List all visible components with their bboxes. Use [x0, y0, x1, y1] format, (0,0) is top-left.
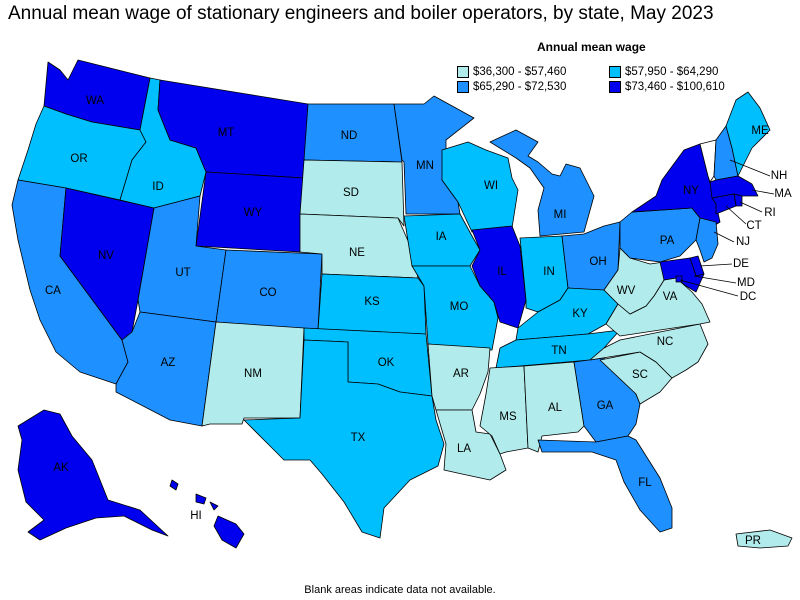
state-label-ct: CT	[746, 220, 761, 232]
state-label-ks: KS	[364, 296, 380, 308]
state-tx	[243, 339, 445, 539]
leader-line-ct	[725, 205, 747, 225]
state-label-ca: CA	[45, 285, 61, 297]
state-label-in: IN	[543, 266, 555, 278]
state-label-me: ME	[751, 125, 769, 137]
leader-line-ma	[751, 189, 775, 195]
state-me	[725, 91, 771, 177]
state-vt	[699, 139, 717, 183]
state-nm	[201, 321, 305, 427]
leader-line-md	[693, 275, 737, 284]
state-label-nj: NJ	[736, 236, 750, 248]
state-label-nh: NH	[771, 170, 788, 182]
state-label-al: AL	[548, 402, 563, 414]
state-label-wi: WI	[484, 180, 498, 192]
state-label-id: ID	[152, 181, 164, 193]
state-label-va: VA	[663, 291, 678, 303]
state-label-ma: MA	[774, 188, 792, 200]
state-ar	[427, 343, 491, 411]
state-ks	[317, 273, 427, 335]
state-label-fl: FL	[638, 477, 652, 489]
state-la	[435, 409, 507, 481]
state-label-md: MD	[737, 277, 755, 289]
state-label-pr: PR	[745, 535, 761, 547]
state-label-hi: HI	[190, 510, 202, 522]
footnote: Blank areas indicate data not available.	[304, 584, 496, 596]
legend-label: $57,950 - $64,290	[625, 66, 719, 78]
state-label-ok: OK	[378, 357, 395, 369]
state-label-mi: MI	[554, 209, 567, 221]
leader-line-ri	[739, 201, 763, 213]
state-mi	[489, 129, 595, 237]
leader-line-dc	[679, 279, 739, 297]
state-label-wy: WY	[244, 207, 263, 219]
state-mo	[411, 265, 499, 351]
state-dc	[675, 275, 683, 283]
state-hi	[169, 479, 245, 549]
state-sd	[299, 159, 405, 227]
state-label-ky: KY	[572, 308, 588, 320]
legend-swatch	[609, 81, 621, 93]
state-label-pa: PA	[660, 235, 675, 247]
state-label-sd: SD	[343, 187, 359, 199]
state-label-mo: MO	[450, 301, 469, 313]
legend-item-tier-2: $57,950 - $64,290	[609, 66, 718, 78]
state-label-ri: RI	[764, 207, 776, 219]
state-label-or: OR	[70, 153, 87, 165]
legend-swatch	[609, 66, 621, 78]
state-label-oh: OH	[589, 256, 606, 268]
state-label-ne: NE	[349, 247, 365, 259]
state-label-co: CO	[259, 287, 276, 299]
state-label-tn: TN	[551, 345, 566, 357]
state-label-nd: ND	[341, 130, 358, 142]
leader-line-nh	[729, 159, 771, 177]
state-label-wa: WA	[86, 95, 104, 107]
legend-label: $36,300 - $57,460	[473, 66, 567, 78]
state-label-ut: UT	[175, 267, 190, 279]
state-label-ms: MS	[499, 411, 517, 423]
state-label-ar: AR	[453, 368, 469, 380]
leader-line-de	[699, 263, 733, 267]
legend-swatch	[457, 66, 469, 78]
legend-title: Annual mean wage	[537, 40, 646, 54]
state-nj	[695, 217, 719, 263]
state-label-ga: GA	[597, 400, 614, 412]
legend-swatch	[457, 81, 469, 93]
state-il	[471, 225, 527, 329]
state-fl	[537, 435, 673, 533]
state-wi	[441, 141, 519, 233]
state-label-tx: TX	[351, 432, 366, 444]
state-ct	[711, 193, 737, 215]
state-label-nc: NC	[657, 336, 674, 348]
map-title: Annual mean wage of stationary engineers…	[8, 3, 714, 24]
state-label-nm: NM	[244, 368, 262, 380]
state-label-de: DE	[733, 258, 749, 270]
legend-item-tier-1: $36,300 - $57,460	[457, 66, 566, 78]
state-label-ak: AK	[53, 462, 69, 474]
state-label-ia: IA	[436, 231, 447, 243]
state-label-mt: MT	[218, 127, 235, 139]
leader-line-nj	[713, 231, 735, 243]
state-label-ny: NY	[683, 185, 699, 197]
state-label-il: IL	[497, 266, 507, 278]
state-label-az: AZ	[161, 357, 176, 369]
state-label-dc: DC	[740, 291, 757, 303]
state-label-mn: MN	[416, 160, 434, 172]
state-label-wv: WV	[617, 285, 636, 297]
legend-label: $73,460 - $100,610	[625, 81, 725, 93]
state-pr	[735, 529, 793, 549]
legend-item-tier-3: $65,290 - $72,530	[457, 81, 566, 93]
legend-label: $65,290 - $72,530	[473, 81, 567, 93]
state-label-sc: SC	[632, 369, 648, 381]
state-label-nv: NV	[98, 250, 114, 262]
state-nc	[589, 323, 709, 379]
state-ak	[17, 409, 169, 541]
legend-item-tier-4: $73,460 - $100,610	[609, 81, 725, 93]
state-label-la: LA	[457, 443, 471, 455]
